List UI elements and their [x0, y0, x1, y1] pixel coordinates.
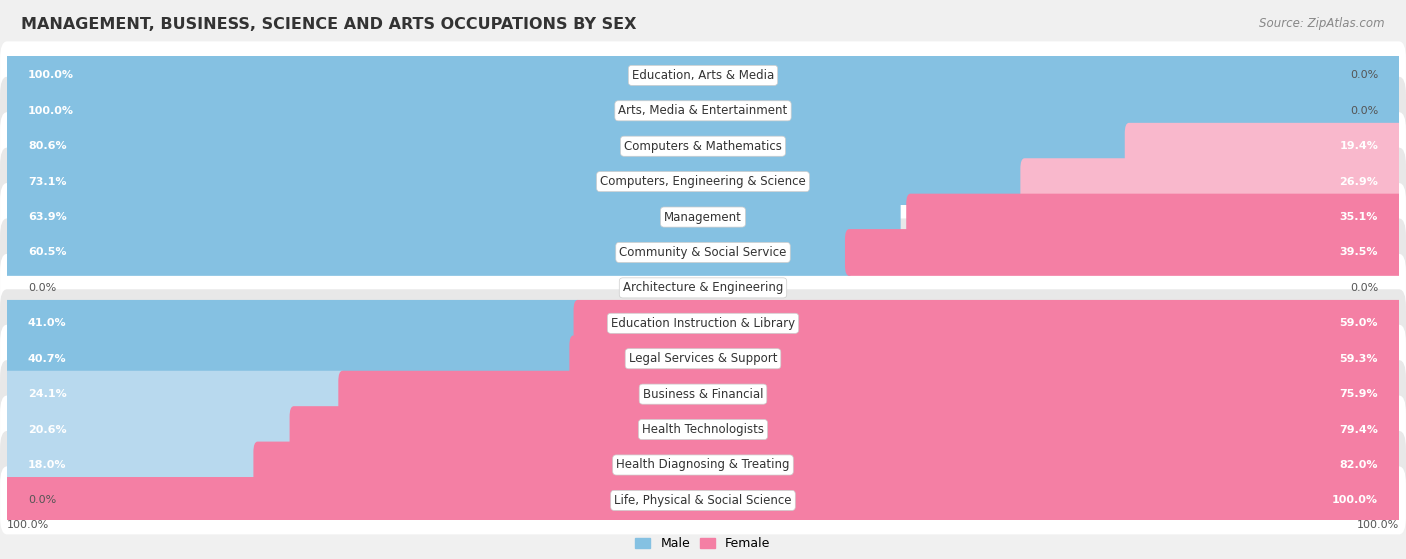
FancyBboxPatch shape [3, 158, 1029, 205]
FancyBboxPatch shape [0, 41, 1406, 110]
Text: 0.0%: 0.0% [28, 495, 56, 505]
Text: 0.0%: 0.0% [1350, 70, 1378, 80]
Text: Computers & Mathematics: Computers & Mathematics [624, 140, 782, 153]
FancyBboxPatch shape [0, 466, 1406, 534]
Text: 19.4%: 19.4% [1340, 141, 1378, 151]
FancyBboxPatch shape [3, 335, 578, 382]
FancyBboxPatch shape [0, 396, 1406, 463]
Text: MANAGEMENT, BUSINESS, SCIENCE AND ARTS OCCUPATIONS BY SEX: MANAGEMENT, BUSINESS, SCIENCE AND ARTS O… [21, 17, 637, 32]
Text: Management: Management [664, 211, 742, 224]
FancyBboxPatch shape [3, 52, 1403, 99]
Text: 82.0%: 82.0% [1340, 460, 1378, 470]
FancyBboxPatch shape [0, 183, 1406, 251]
FancyBboxPatch shape [3, 123, 1133, 169]
FancyBboxPatch shape [569, 335, 1403, 382]
FancyBboxPatch shape [0, 254, 1406, 322]
Text: 20.6%: 20.6% [28, 424, 66, 434]
Text: 24.1%: 24.1% [28, 389, 66, 399]
Text: 80.6%: 80.6% [28, 141, 66, 151]
FancyBboxPatch shape [1125, 123, 1403, 169]
Text: 79.4%: 79.4% [1340, 424, 1378, 434]
Text: Business & Financial: Business & Financial [643, 387, 763, 401]
Text: 18.0%: 18.0% [28, 460, 66, 470]
Text: 0.0%: 0.0% [28, 283, 56, 293]
FancyBboxPatch shape [0, 360, 1406, 428]
FancyBboxPatch shape [290, 406, 1403, 453]
FancyBboxPatch shape [3, 477, 1403, 524]
FancyBboxPatch shape [574, 300, 1403, 347]
Text: 59.0%: 59.0% [1340, 318, 1378, 328]
Text: Life, Physical & Social Science: Life, Physical & Social Science [614, 494, 792, 507]
Text: Education, Arts & Media: Education, Arts & Media [631, 69, 775, 82]
Text: 26.9%: 26.9% [1340, 177, 1378, 187]
Text: 100.0%: 100.0% [28, 106, 75, 116]
FancyBboxPatch shape [253, 442, 1403, 489]
FancyBboxPatch shape [0, 290, 1406, 357]
FancyBboxPatch shape [3, 300, 582, 347]
Text: Architecture & Engineering: Architecture & Engineering [623, 281, 783, 295]
Text: Source: ZipAtlas.com: Source: ZipAtlas.com [1260, 17, 1385, 30]
Text: 75.9%: 75.9% [1340, 389, 1378, 399]
FancyBboxPatch shape [3, 87, 1403, 134]
Text: 40.7%: 40.7% [28, 354, 66, 364]
Text: 35.1%: 35.1% [1340, 212, 1378, 222]
FancyBboxPatch shape [845, 229, 1403, 276]
Text: 100.0%: 100.0% [1331, 495, 1378, 505]
Text: Computers, Engineering & Science: Computers, Engineering & Science [600, 175, 806, 188]
FancyBboxPatch shape [3, 371, 347, 418]
Legend: Male, Female: Male, Female [630, 532, 776, 556]
Text: 100.0%: 100.0% [1357, 520, 1399, 530]
FancyBboxPatch shape [0, 219, 1406, 286]
FancyBboxPatch shape [907, 193, 1403, 240]
Text: 41.0%: 41.0% [28, 318, 66, 328]
FancyBboxPatch shape [0, 112, 1406, 180]
FancyBboxPatch shape [339, 371, 1403, 418]
FancyBboxPatch shape [0, 325, 1406, 393]
FancyBboxPatch shape [3, 442, 262, 489]
Text: 63.9%: 63.9% [28, 212, 66, 222]
Text: 59.3%: 59.3% [1340, 354, 1378, 364]
Text: 39.5%: 39.5% [1340, 248, 1378, 258]
FancyBboxPatch shape [3, 229, 853, 276]
FancyBboxPatch shape [0, 431, 1406, 499]
FancyBboxPatch shape [0, 148, 1406, 216]
Text: 100.0%: 100.0% [28, 70, 75, 80]
Text: Legal Services & Support: Legal Services & Support [628, 352, 778, 365]
Text: 73.1%: 73.1% [28, 177, 66, 187]
FancyBboxPatch shape [3, 406, 298, 453]
Text: Community & Social Service: Community & Social Service [619, 246, 787, 259]
Text: Arts, Media & Entertainment: Arts, Media & Entertainment [619, 105, 787, 117]
Text: Health Technologists: Health Technologists [643, 423, 763, 436]
Text: 0.0%: 0.0% [1350, 106, 1378, 116]
Text: 0.0%: 0.0% [1350, 283, 1378, 293]
FancyBboxPatch shape [0, 77, 1406, 145]
FancyBboxPatch shape [1021, 158, 1403, 205]
Text: Health Diagnosing & Treating: Health Diagnosing & Treating [616, 458, 790, 471]
FancyBboxPatch shape [3, 193, 901, 240]
Text: 100.0%: 100.0% [7, 520, 49, 530]
Text: 60.5%: 60.5% [28, 248, 66, 258]
Text: Education Instruction & Library: Education Instruction & Library [612, 317, 794, 330]
